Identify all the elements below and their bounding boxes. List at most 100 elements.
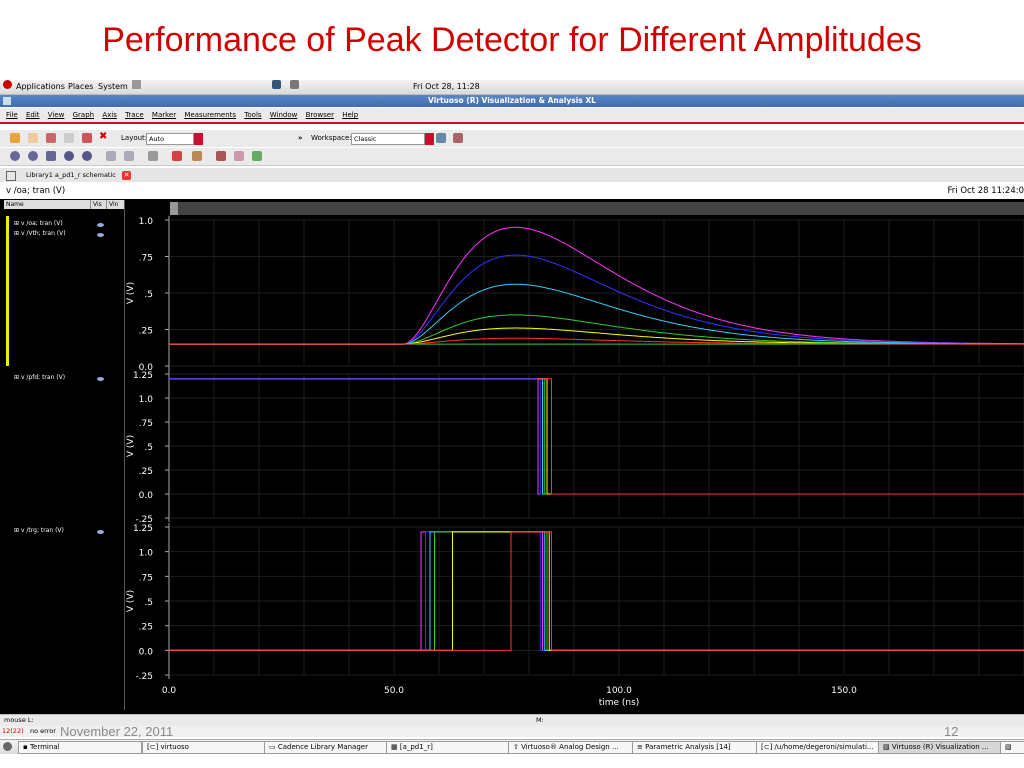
trace-legend-panel: ⊞ v /oa; tran (V) ⊞ v /Vth; tran (V) ⊞ v… <box>4 200 125 710</box>
menu-bar: File Edit View Graph Axis Trace Marker M… <box>0 108 1024 124</box>
menu-measurements[interactable]: Measurements <box>184 111 237 119</box>
paste-icon[interactable] <box>82 133 92 143</box>
zoom-fit-icon[interactable] <box>10 151 20 161</box>
trace-trg[interactable]: ⊞ v /trg; tran (V) <box>14 527 64 534</box>
menu-help[interactable]: Help <box>342 111 359 119</box>
menu-places[interactable]: Places <box>68 82 94 91</box>
menu-graph[interactable]: Graph <box>72 111 95 119</box>
trace-trg-pulse[interactable] <box>169 531 1024 651</box>
trace-oa-curve[interactable] <box>169 337 1024 345</box>
trace-pfd-step[interactable] <box>169 378 1024 495</box>
task-parametric[interactable]: ≡ Parametric Analysis [14] <box>632 741 758 754</box>
menu-system[interactable]: System <box>98 82 128 91</box>
menu-applications[interactable]: Applications <box>16 82 65 91</box>
visibility-eye-icon[interactable] <box>97 530 104 534</box>
trace-vth[interactable]: ⊞ v /Vth; tran (V) <box>14 230 66 237</box>
menu-file[interactable]: File <box>6 111 18 119</box>
trace-pfd-step[interactable] <box>169 378 1024 495</box>
zoom-box-icon[interactable] <box>46 151 56 161</box>
delete-icon[interactable]: ✖ <box>99 131 108 142</box>
task-terminal-path[interactable]: [⊂] /u/home/degeroni/simulati... <box>756 741 880 754</box>
menu-trace[interactable]: Trace <box>125 111 144 119</box>
y-tick-label: .75 <box>139 573 153 583</box>
zoom-reset-icon[interactable] <box>28 151 38 161</box>
overview-strip[interactable] <box>175 202 1024 215</box>
workspace-select[interactable]: Classic <box>351 133 434 145</box>
toolbar-main: ✖ Layout: Auto » Workspace: Classic <box>0 130 1024 147</box>
menu-edit[interactable]: Edit <box>25 111 40 119</box>
visibility-eye-icon[interactable] <box>97 377 104 381</box>
tab-library-schematic[interactable]: Library1 a_pd1_r schematic <box>26 171 116 179</box>
undo-icon[interactable] <box>28 133 38 143</box>
y-tick-label: .5 <box>144 598 153 608</box>
y-tick-label: .75 <box>139 419 153 429</box>
y-tick-label: .75 <box>139 254 153 264</box>
cut-icon[interactable] <box>46 133 56 143</box>
visibility-eye-icon[interactable] <box>97 233 104 237</box>
menu-browser[interactable]: Browser <box>305 111 334 119</box>
top-panel: Applications Places System Fri Oct 28, 1… <box>0 80 1024 95</box>
marker-icon[interactable] <box>172 151 182 161</box>
y-tick-label: 0.0 <box>139 363 154 373</box>
task-visualization[interactable]: ▧ Virtuoso (R) Visualization ... <box>878 741 1002 754</box>
menu-view[interactable]: View <box>47 111 65 119</box>
trace-pfd[interactable]: ⊞ v /pfd; tran (V) <box>14 374 66 381</box>
task-virtuoso[interactable]: [⊂] virtuoso <box>142 741 266 754</box>
calculator-icon[interactable] <box>216 151 226 161</box>
y-tick-label: .25 <box>139 327 153 337</box>
toolbar-graph <box>0 148 1024 166</box>
pan-left-icon[interactable] <box>106 151 116 161</box>
copy-icon[interactable] <box>64 133 74 143</box>
trace-trg-pulse[interactable] <box>169 531 1024 651</box>
waveform-chart[interactable]: 1.0 .75 .5 .25 0.0 V (V) 1.25 1.0 .75 .5 .25 0.0 -.2… <box>125 200 1024 710</box>
menu-window[interactable]: Window <box>269 111 298 119</box>
zoom-out-icon[interactable] <box>82 151 92 161</box>
delete-workspace-icon[interactable] <box>453 133 463 143</box>
y-tick-label: 1.25 <box>133 371 153 381</box>
close-tab-icon[interactable]: ✕ <box>122 171 131 180</box>
taskbar: ▪ Terminal [⊂] virtuoso ▭ Cadence Librar… <box>0 739 1024 754</box>
layout-select[interactable]: Auto <box>146 133 203 145</box>
y-tick-label: 0.0 <box>139 491 154 501</box>
trace-trg-pulse[interactable] <box>169 531 1024 651</box>
trace-pfd-step[interactable] <box>169 378 1024 495</box>
y-tick-label: 1.0 <box>139 217 154 227</box>
menu-axis[interactable]: Axis <box>102 111 117 119</box>
show-desktop-icon[interactable] <box>3 742 12 751</box>
trace-trg-pulse[interactable] <box>169 531 1024 651</box>
strip-chart-icon[interactable] <box>192 151 202 161</box>
pan-right-icon[interactable] <box>124 151 134 161</box>
window-titlebar[interactable]: Virtuoso (R) Visualization & Analysis XL <box>0 95 1024 107</box>
browser-icon[interactable] <box>234 151 244 161</box>
task-library-manager[interactable]: ▭ Cadence Library Manager <box>264 741 388 754</box>
trace-trg-pulse[interactable] <box>169 531 1024 651</box>
trace-trg-pulse[interactable] <box>169 531 1024 651</box>
table-icon[interactable] <box>148 151 158 161</box>
menu-tools[interactable]: Tools <box>244 111 262 119</box>
tree-icon[interactable] <box>252 151 262 161</box>
trace-oa-curve[interactable] <box>169 254 1024 345</box>
panel-clock[interactable]: Fri Oct 28, 11:28 <box>413 82 480 91</box>
zoom-in-icon[interactable] <box>64 151 74 161</box>
task-terminal[interactable]: ▪ Terminal <box>18 741 142 754</box>
trace-oa[interactable]: ⊞ v /oa; tran (V) <box>14 220 63 227</box>
overflow-icon[interactable]: » <box>298 134 303 142</box>
visibility-eye-icon[interactable] <box>97 223 104 227</box>
tab-window-icon[interactable] <box>6 171 16 181</box>
trace-oa-curve[interactable] <box>169 226 1024 345</box>
task-overflow[interactable]: ▧ <box>1000 741 1024 754</box>
trace-pfd-step[interactable] <box>169 378 1024 495</box>
overview-handle[interactable] <box>170 202 178 215</box>
task-apd1r[interactable]: ▦ [a_pd1_r] <box>386 741 510 754</box>
task-analog-design[interactable]: ⇧ Virtuoso® Analog Design ... <box>508 741 634 754</box>
trace-pfd-step[interactable] <box>169 378 1024 495</box>
workspace-label: Workspace: <box>311 134 352 142</box>
y-tick-label: -.25 <box>135 672 153 682</box>
y-tick-label: 1.0 <box>139 549 154 559</box>
window-menu-icon[interactable] <box>3 97 11 105</box>
plot-date: Fri Oct 28 11:24:0 <box>947 186 1024 196</box>
save-workspace-icon[interactable] <box>436 133 446 143</box>
open-icon[interactable] <box>10 133 20 143</box>
trace-pfd-step[interactable] <box>169 378 1024 495</box>
menu-marker[interactable]: Marker <box>151 111 177 119</box>
